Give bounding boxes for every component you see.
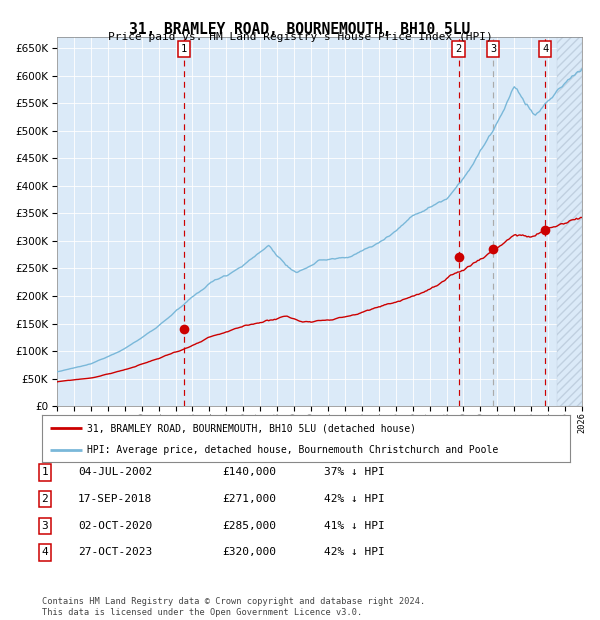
Text: 42% ↓ HPI: 42% ↓ HPI [324, 494, 385, 504]
Text: £285,000: £285,000 [222, 521, 276, 531]
Text: 04-JUL-2002: 04-JUL-2002 [78, 467, 152, 477]
Text: 2: 2 [41, 494, 49, 504]
Text: £271,000: £271,000 [222, 494, 276, 504]
Text: 27-OCT-2023: 27-OCT-2023 [78, 547, 152, 557]
Text: 31, BRAMLEY ROAD, BOURNEMOUTH, BH10 5LU (detached house): 31, BRAMLEY ROAD, BOURNEMOUTH, BH10 5LU … [87, 423, 416, 433]
Text: 3: 3 [490, 44, 496, 55]
Text: 2: 2 [455, 44, 461, 55]
Text: Price paid vs. HM Land Registry's House Price Index (HPI): Price paid vs. HM Land Registry's House … [107, 32, 493, 42]
Text: 3: 3 [41, 521, 49, 531]
Text: 42% ↓ HPI: 42% ↓ HPI [324, 547, 385, 557]
Text: 37% ↓ HPI: 37% ↓ HPI [324, 467, 385, 477]
Text: 31, BRAMLEY ROAD, BOURNEMOUTH, BH10 5LU: 31, BRAMLEY ROAD, BOURNEMOUTH, BH10 5LU [130, 22, 470, 37]
Text: Contains HM Land Registry data © Crown copyright and database right 2024.
This d: Contains HM Land Registry data © Crown c… [42, 598, 425, 617]
Text: £140,000: £140,000 [222, 467, 276, 477]
Text: 1: 1 [181, 44, 187, 55]
Text: 4: 4 [542, 44, 548, 55]
Text: 02-OCT-2020: 02-OCT-2020 [78, 521, 152, 531]
Text: 4: 4 [41, 547, 49, 557]
Text: 17-SEP-2018: 17-SEP-2018 [78, 494, 152, 504]
Text: HPI: Average price, detached house, Bournemouth Christchurch and Poole: HPI: Average price, detached house, Bour… [87, 445, 498, 455]
Text: 41% ↓ HPI: 41% ↓ HPI [324, 521, 385, 531]
Text: £320,000: £320,000 [222, 547, 276, 557]
Text: 1: 1 [41, 467, 49, 477]
Bar [557, 37, 582, 406]
